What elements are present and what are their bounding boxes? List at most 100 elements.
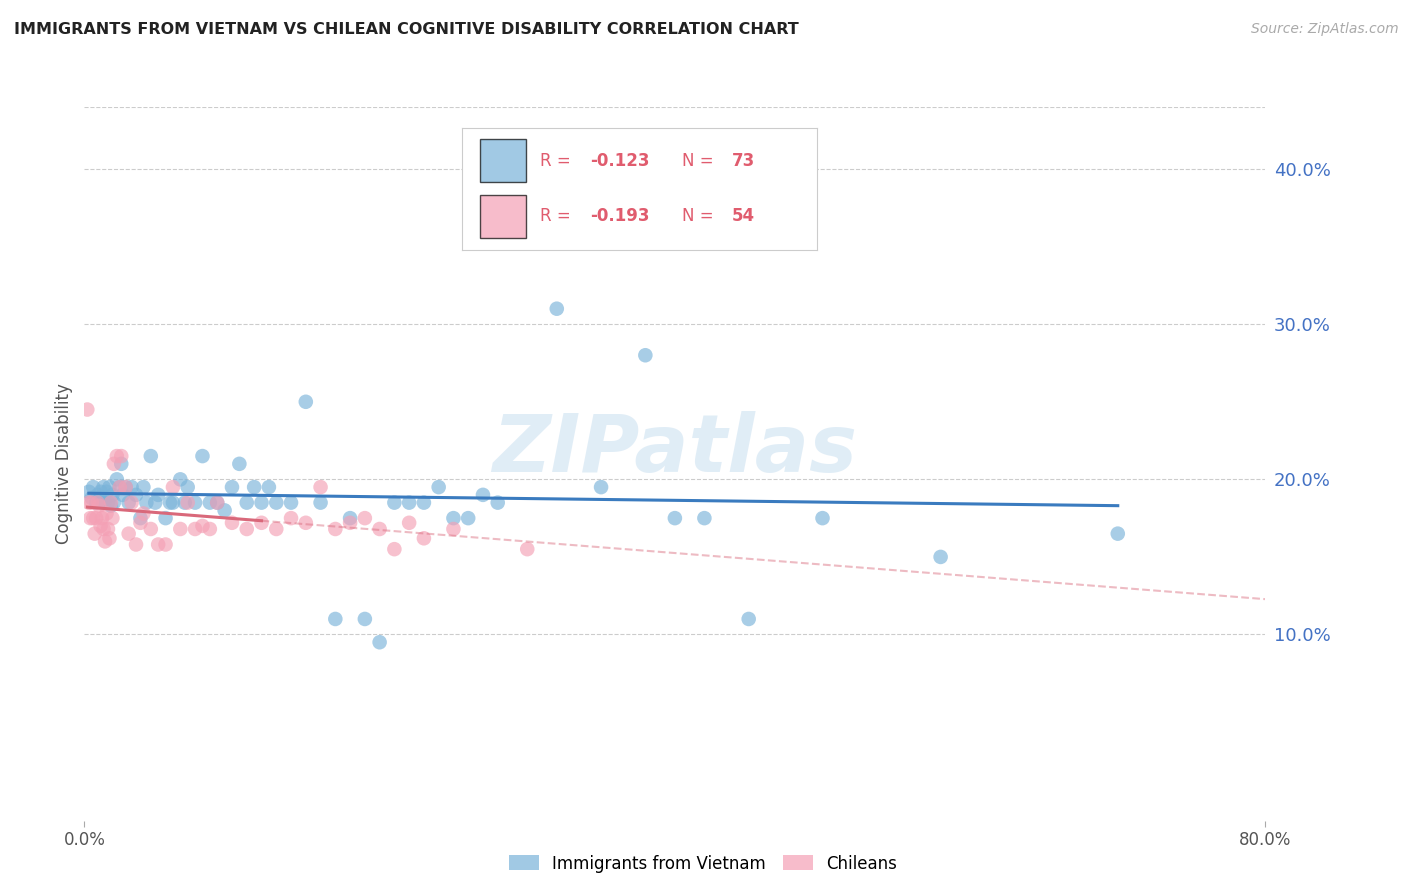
Point [80, 491, 103, 505]
Point [382, 542, 406, 557]
Point [339, 516, 361, 530]
Point [250, 516, 273, 530]
Point [398, 516, 420, 530]
Point [280, 495, 302, 509]
Point [105, 472, 128, 486]
Point [354, 612, 377, 626]
Point [738, 612, 761, 626]
Point [129, 516, 152, 530]
Point [77, 495, 100, 509]
Point [413, 495, 436, 509]
Point [486, 495, 509, 509]
Point [89, 499, 111, 513]
Point [125, 537, 148, 551]
Point [76, 402, 98, 417]
Point [228, 457, 250, 471]
Point [354, 511, 377, 525]
Text: -0.193: -0.193 [591, 208, 650, 226]
Point [309, 495, 332, 509]
Point [257, 480, 280, 494]
Point [250, 495, 273, 509]
Point [96, 484, 118, 499]
Point [98, 480, 121, 494]
Point [118, 495, 141, 509]
Text: ZIPatlas: ZIPatlas [492, 410, 858, 489]
Point [173, 495, 195, 509]
Point [198, 522, 221, 536]
Point [811, 511, 834, 525]
Point [205, 495, 228, 509]
Point [79, 511, 101, 525]
Text: Source: ZipAtlas.com: Source: ZipAtlas.com [1251, 22, 1399, 37]
Point [143, 495, 166, 509]
Point [191, 519, 214, 533]
Point [100, 495, 122, 509]
Point [96, 507, 118, 521]
Point [101, 488, 124, 502]
Point [97, 522, 120, 536]
Point [84, 495, 107, 509]
Point [184, 522, 207, 536]
Point [236, 522, 259, 536]
FancyBboxPatch shape [479, 195, 526, 237]
Point [97, 495, 120, 509]
Point [121, 480, 143, 494]
Text: N =: N = [682, 208, 718, 226]
Point [86, 488, 108, 502]
Point [110, 449, 132, 463]
Point [214, 503, 236, 517]
Point [132, 507, 155, 521]
Point [693, 511, 716, 525]
Point [110, 457, 132, 471]
Point [93, 522, 115, 536]
Point [382, 495, 406, 509]
Point [191, 449, 214, 463]
Point [139, 449, 162, 463]
Point [103, 457, 125, 471]
Point [148, 488, 170, 502]
Point [103, 495, 125, 509]
Point [198, 495, 221, 509]
Legend: Immigrants from Vietnam, Chileans: Immigrants from Vietnam, Chileans [502, 848, 904, 880]
Text: 54: 54 [731, 208, 755, 226]
Point [546, 301, 568, 316]
Point [101, 511, 124, 525]
Point [664, 511, 686, 525]
Point [516, 542, 538, 557]
Point [86, 495, 108, 509]
Point [162, 480, 184, 494]
Point [132, 480, 155, 494]
Point [135, 495, 157, 509]
Point [323, 522, 347, 536]
Point [323, 612, 347, 626]
Point [159, 495, 181, 509]
Point [108, 480, 131, 494]
Text: IMMIGRANTS FROM VIETNAM VS CHILEAN COGNITIVE DISABILITY CORRELATION CHART: IMMIGRANTS FROM VIETNAM VS CHILEAN COGNI… [14, 22, 799, 37]
Point [221, 480, 243, 494]
Point [111, 488, 134, 502]
Point [264, 522, 288, 536]
Point [427, 480, 450, 494]
Point [413, 531, 436, 545]
Point [264, 495, 288, 509]
Point [368, 522, 391, 536]
Text: R =: R = [540, 208, 576, 226]
Point [162, 495, 184, 509]
Point [441, 511, 464, 525]
Point [929, 549, 952, 564]
FancyBboxPatch shape [479, 139, 526, 182]
Point [83, 526, 105, 541]
Point [108, 480, 131, 494]
Point [368, 635, 391, 649]
Point [82, 511, 104, 525]
Point [90, 484, 112, 499]
Point [148, 537, 170, 551]
Point [100, 499, 122, 513]
Point [155, 511, 177, 525]
Point [125, 488, 148, 502]
Point [295, 394, 318, 409]
Point [94, 534, 117, 549]
Point [118, 526, 141, 541]
Point [105, 449, 128, 463]
Point [339, 511, 361, 525]
